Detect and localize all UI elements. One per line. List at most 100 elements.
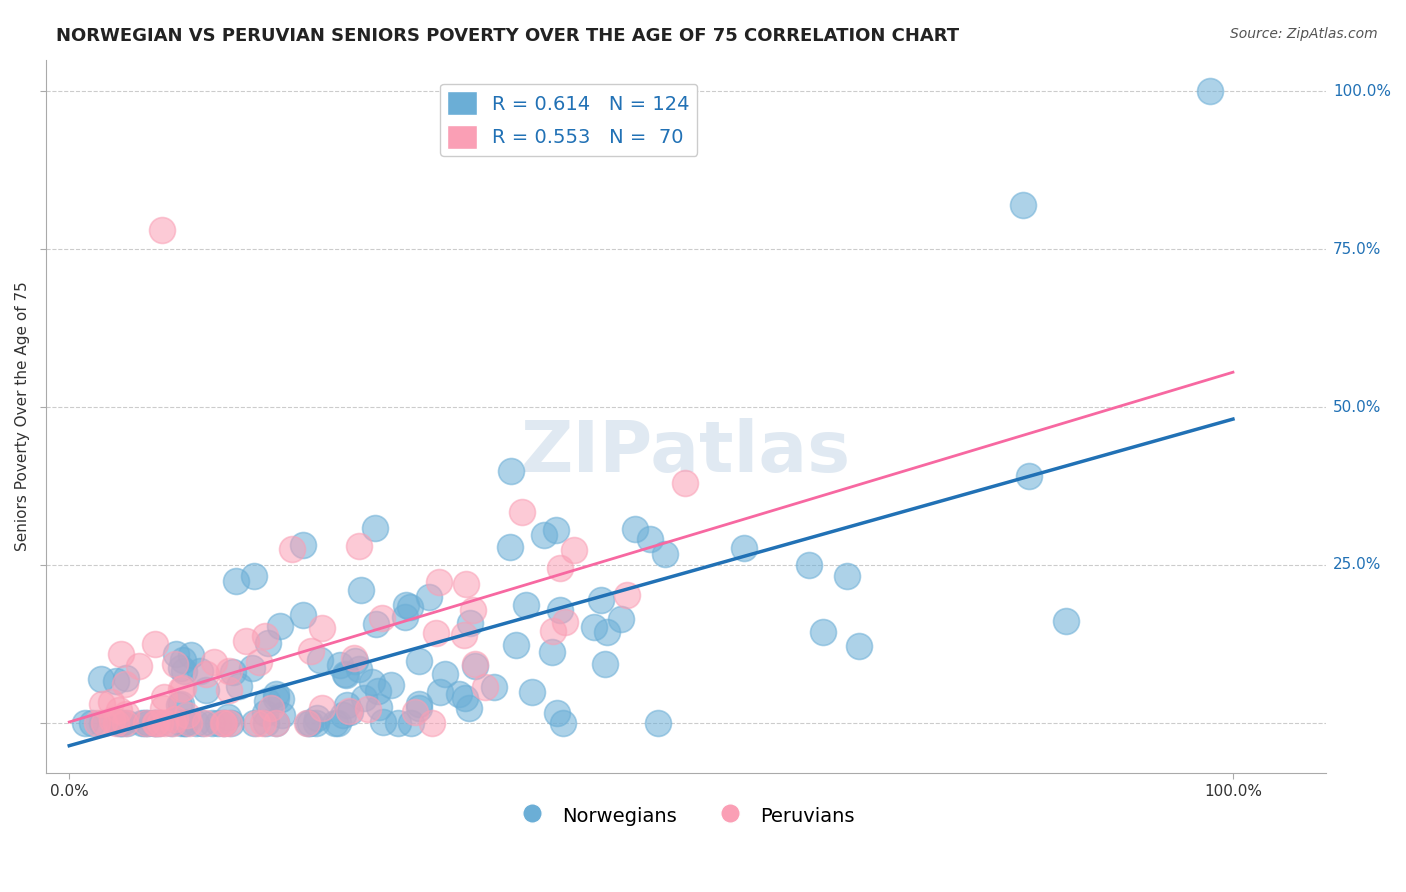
Point bbox=[114, 677, 136, 691]
Point bbox=[333, 666, 356, 681]
Point bbox=[353, 690, 375, 705]
Point bbox=[453, 627, 475, 641]
Point bbox=[623, 522, 645, 536]
Point bbox=[499, 540, 522, 554]
Point bbox=[75, 715, 97, 730]
Point bbox=[136, 715, 159, 730]
Point bbox=[837, 569, 859, 583]
Point bbox=[218, 715, 240, 730]
Point bbox=[357, 702, 380, 716]
Point bbox=[270, 708, 292, 723]
Point bbox=[299, 715, 322, 730]
Point bbox=[427, 574, 450, 589]
Point bbox=[309, 653, 332, 667]
Point bbox=[176, 708, 198, 723]
Point bbox=[456, 577, 478, 591]
Point bbox=[458, 616, 481, 631]
Point bbox=[464, 657, 486, 671]
Point bbox=[347, 540, 370, 554]
Point bbox=[548, 603, 571, 617]
Point bbox=[111, 715, 134, 730]
Point bbox=[218, 664, 240, 678]
Point bbox=[115, 706, 138, 721]
Point bbox=[110, 648, 132, 662]
Point bbox=[295, 715, 318, 730]
Point bbox=[583, 620, 606, 634]
Point bbox=[544, 524, 567, 538]
Point bbox=[1054, 614, 1077, 628]
Text: 100.0%: 100.0% bbox=[1333, 84, 1391, 99]
Text: ZIPatlas: ZIPatlas bbox=[522, 417, 851, 487]
Point bbox=[336, 698, 359, 713]
Point bbox=[616, 588, 638, 602]
Point bbox=[593, 657, 616, 672]
Point bbox=[554, 615, 576, 629]
Point bbox=[311, 621, 333, 635]
Text: 75.0%: 75.0% bbox=[1333, 242, 1381, 257]
Point bbox=[505, 638, 527, 652]
Point bbox=[191, 715, 214, 730]
Point bbox=[201, 715, 224, 730]
Point bbox=[114, 715, 136, 730]
Point bbox=[368, 699, 391, 714]
Point bbox=[1198, 84, 1220, 98]
Point bbox=[264, 687, 287, 701]
Point bbox=[167, 698, 190, 712]
Point bbox=[811, 624, 834, 639]
Point bbox=[170, 661, 193, 675]
Point bbox=[131, 715, 153, 730]
Point bbox=[395, 598, 418, 612]
Point bbox=[638, 532, 661, 546]
Point bbox=[501, 464, 523, 478]
Point bbox=[173, 664, 195, 678]
Point bbox=[134, 715, 156, 730]
Point bbox=[364, 521, 387, 535]
Point bbox=[110, 715, 132, 730]
Point bbox=[228, 679, 250, 693]
Point bbox=[252, 715, 274, 730]
Point bbox=[343, 651, 366, 665]
Point bbox=[465, 116, 488, 130]
Point bbox=[135, 715, 157, 730]
Point bbox=[1012, 198, 1035, 212]
Point bbox=[848, 640, 870, 654]
Point bbox=[609, 612, 631, 626]
Point bbox=[264, 691, 287, 706]
Point bbox=[184, 715, 207, 730]
Point bbox=[562, 543, 585, 558]
Point bbox=[155, 715, 177, 730]
Point bbox=[329, 658, 352, 673]
Point bbox=[323, 715, 346, 730]
Point bbox=[173, 715, 195, 730]
Point bbox=[254, 629, 277, 643]
Point bbox=[90, 672, 112, 686]
Point bbox=[149, 715, 172, 730]
Point bbox=[188, 664, 211, 678]
Point bbox=[281, 542, 304, 557]
Point bbox=[207, 715, 229, 730]
Point bbox=[145, 715, 167, 730]
Point bbox=[225, 574, 247, 588]
Point bbox=[243, 715, 266, 730]
Point bbox=[212, 715, 235, 730]
Point bbox=[380, 678, 402, 692]
Point bbox=[291, 608, 314, 623]
Point bbox=[364, 616, 387, 631]
Point bbox=[254, 715, 277, 730]
Point bbox=[429, 685, 451, 699]
Point bbox=[447, 687, 470, 701]
Point bbox=[162, 715, 184, 730]
Point bbox=[240, 661, 263, 675]
Point bbox=[212, 715, 235, 730]
Point bbox=[90, 697, 112, 711]
Point bbox=[420, 715, 443, 730]
Point bbox=[221, 715, 243, 730]
Point bbox=[367, 684, 389, 698]
Point bbox=[434, 667, 457, 681]
Point bbox=[246, 715, 269, 730]
Point bbox=[256, 694, 278, 708]
Point bbox=[553, 715, 575, 730]
Point bbox=[105, 673, 128, 688]
Point bbox=[335, 668, 357, 682]
Point bbox=[202, 655, 225, 669]
